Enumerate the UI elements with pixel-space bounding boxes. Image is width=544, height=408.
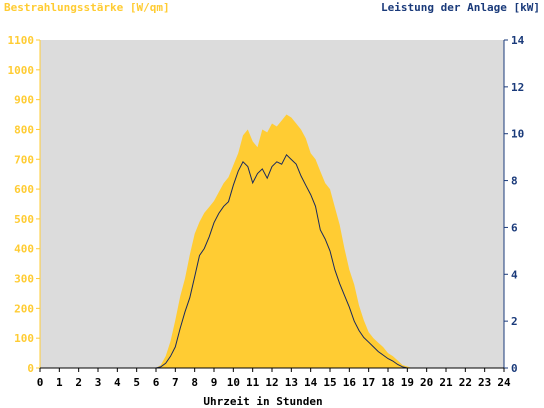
- left-tick-label: 800: [14, 123, 34, 136]
- x-tick-label: 19: [401, 376, 414, 389]
- right-axis-title: Leistung der Anlage [kW]: [381, 1, 540, 14]
- x-tick-label: 13: [285, 376, 298, 389]
- x-tick-label: 7: [172, 376, 179, 389]
- right-tick-label: 10: [511, 128, 524, 141]
- x-tick-label: 17: [362, 376, 375, 389]
- left-tick-label: 300: [14, 273, 34, 286]
- x-tick-label: 22: [459, 376, 472, 389]
- left-tick-label: 0: [27, 362, 34, 375]
- x-tick-label: 3: [95, 376, 102, 389]
- right-tick-label: 6: [511, 221, 518, 234]
- x-tick-label: 21: [439, 376, 453, 389]
- x-tick-label: 11: [246, 376, 260, 389]
- x-tick-label: 12: [265, 376, 278, 389]
- x-tick-label: 5: [133, 376, 140, 389]
- power-line: [40, 153, 504, 369]
- x-tick-label: 4: [114, 376, 121, 389]
- right-tick-label: 4: [511, 268, 518, 281]
- left-tick-label: 1100: [8, 34, 35, 47]
- left-tick-label: 400: [14, 243, 34, 256]
- irradiance-area-layer: [40, 114, 504, 368]
- x-tick-label: 16: [343, 376, 357, 389]
- x-tick-label: 18: [381, 376, 394, 389]
- tick-labels: 0100200300400500600700800900100011000246…: [8, 34, 525, 389]
- x-tick-label: 6: [153, 376, 160, 389]
- right-tick-label: 0: [511, 362, 518, 375]
- left-axis-title: Bestrahlungsstärke [W/qm]: [4, 1, 170, 14]
- right-tick-label: 12: [511, 81, 524, 94]
- left-tick-label: 100: [14, 332, 34, 345]
- x-tick-label: 15: [323, 376, 336, 389]
- x-tick-label: 24: [497, 376, 511, 389]
- irradiance-area: [40, 114, 504, 368]
- left-tick-label: 1000: [8, 64, 35, 77]
- left-tick-label: 500: [14, 213, 34, 226]
- x-tick-label: 8: [191, 376, 198, 389]
- right-tick-label: 8: [511, 175, 518, 188]
- x-tick-label: 1: [56, 376, 63, 389]
- left-tick-label: 200: [14, 302, 34, 315]
- x-tick-label: 10: [227, 376, 240, 389]
- x-tick-label: 2: [75, 376, 82, 389]
- x-tick-label: 9: [211, 376, 218, 389]
- x-tick-label: 14: [304, 376, 318, 389]
- left-tick-label: 600: [14, 183, 34, 196]
- left-tick-label: 900: [14, 94, 34, 107]
- x-tick-label: 20: [420, 376, 433, 389]
- right-tick-label: 2: [511, 315, 518, 328]
- power-line-layer: [40, 153, 504, 369]
- left-tick-label: 700: [14, 153, 34, 166]
- right-tick-label: 14: [511, 34, 525, 47]
- x-axis-title: Uhrzeit in Stunden: [203, 395, 322, 408]
- x-tick-label: 23: [478, 376, 491, 389]
- x-tick-label: 0: [37, 376, 44, 389]
